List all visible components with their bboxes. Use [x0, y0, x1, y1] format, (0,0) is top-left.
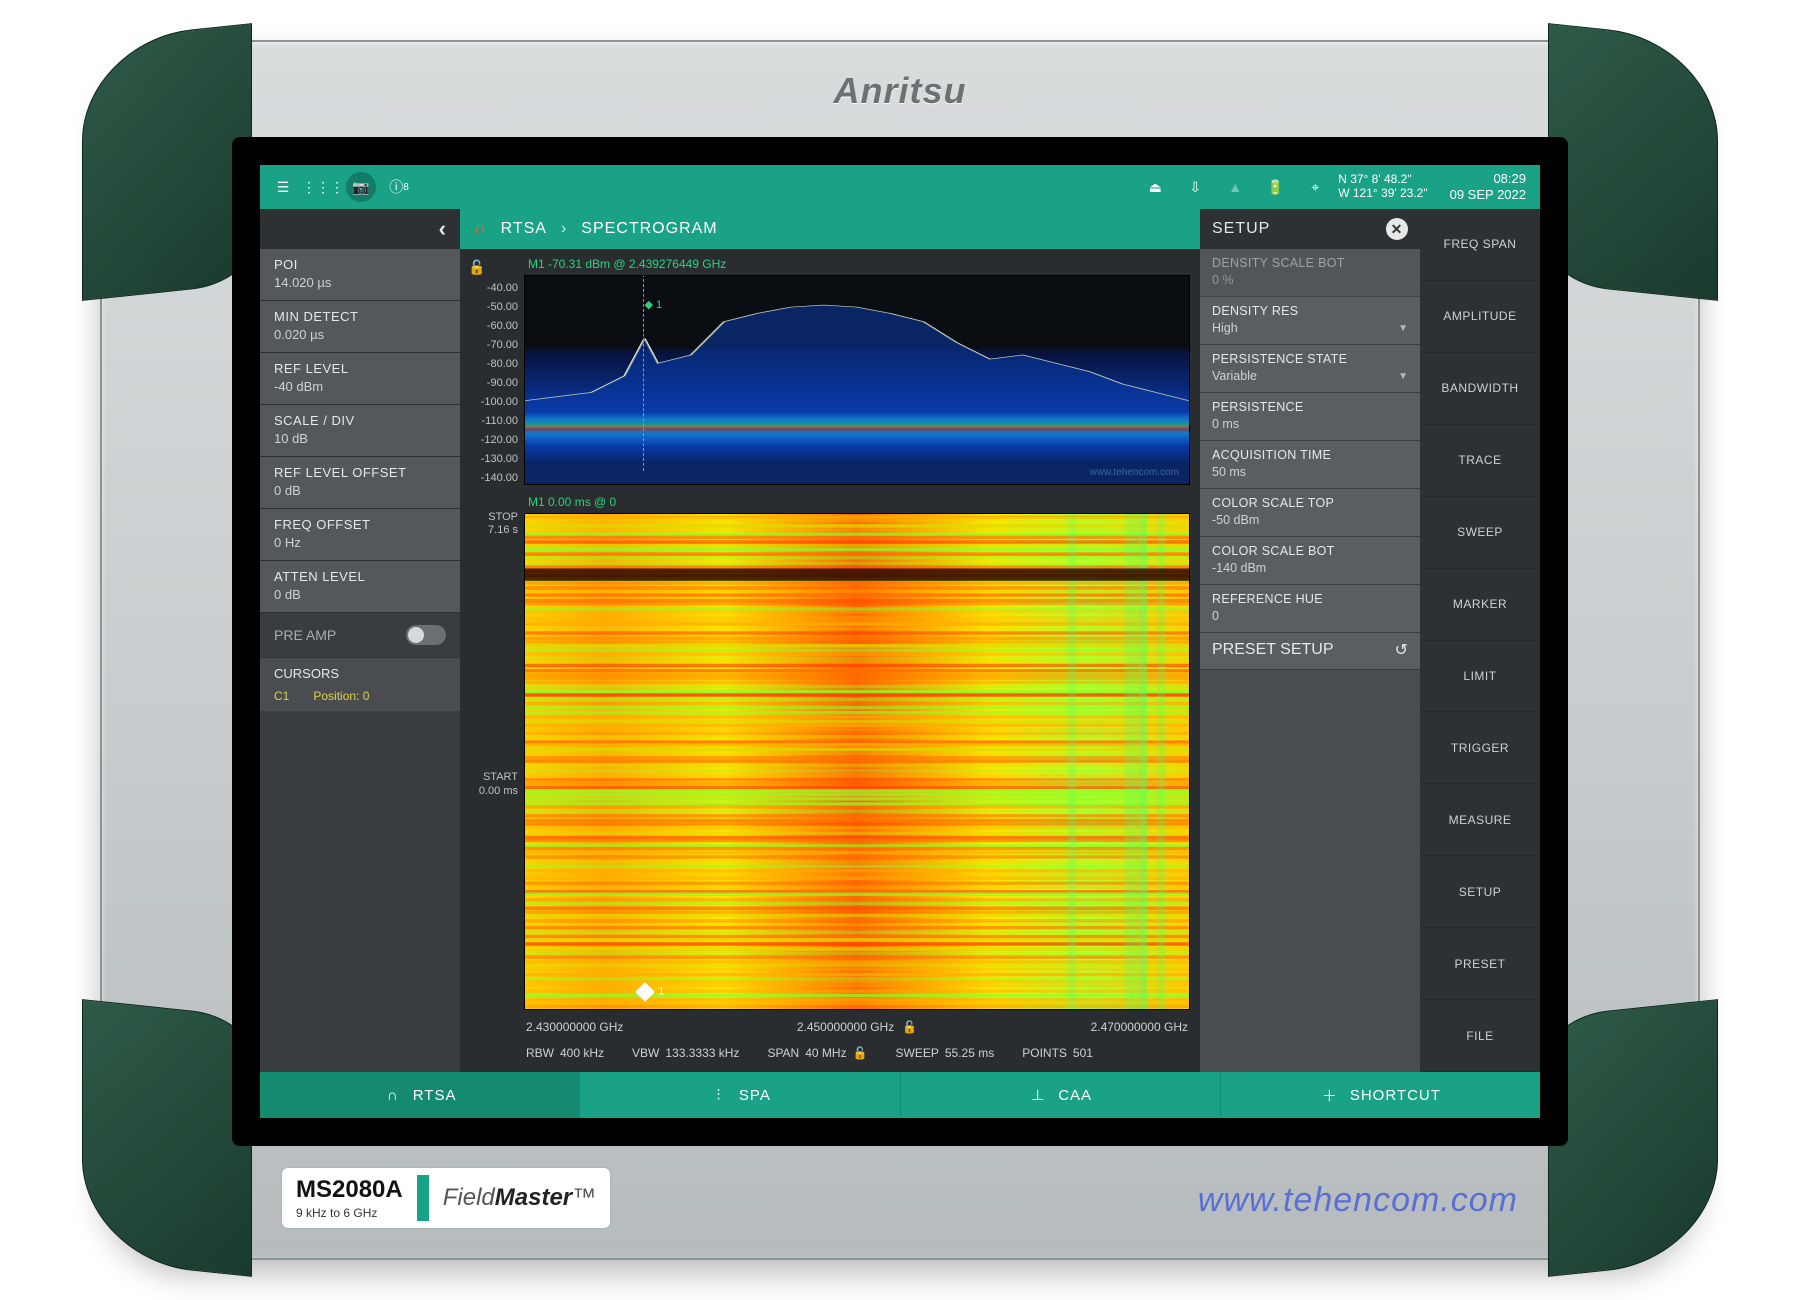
spectro-start: START0.00 ms — [460, 771, 518, 797]
lock-icon[interactable]: 🔓 — [902, 1020, 917, 1034]
left-panel: ‹ POI14.020 µsMIN DETECT0.020 µsREF LEVE… — [260, 209, 460, 1072]
download-icon[interactable]: ⇩ — [1178, 170, 1212, 204]
reset-icon: ↺ — [1395, 640, 1408, 660]
preset-setup-button[interactable]: PRESET SETUP ↺ — [1200, 633, 1420, 670]
setup-persistence[interactable]: PERSISTENCE0 ms — [1200, 393, 1420, 441]
setup-density-res[interactable]: DENSITY RESHigh▼ — [1200, 297, 1420, 345]
eject-icon[interactable]: ⏏ — [1138, 170, 1172, 204]
tab-rtsa[interactable]: ∩RTSA — [260, 1072, 580, 1118]
tab-icon: ＋ — [1320, 1085, 1340, 1105]
plot-watermark: www.tehencom.com — [1090, 467, 1179, 478]
cursor-row[interactable]: C1Position: 0 — [260, 685, 460, 711]
menu-setup[interactable]: SETUP — [1420, 856, 1540, 928]
brand-logo: Anritsu — [102, 70, 1698, 112]
gps-icon[interactable]: ⌖ — [1298, 170, 1332, 204]
setup-panel: SETUP ✕ DENSITY SCALE BOT0 %DENSITY RESH… — [1200, 209, 1420, 1072]
spectro-marker-readout: M1 0.00 ms @ 0 — [524, 485, 1190, 513]
screen: ☰ ⋮⋮⋮ 📷 ⓘ8 ⏏ ⇩ ▲ 🔋 ⌖ N 37° 8' 48.2" W 12… — [232, 137, 1568, 1146]
y-axis: 🔓 -40.00-50.00-60.00-70.00-80.00-90.00-1… — [460, 249, 524, 1072]
right-menu: FREQ SPANAMPLITUDEBANDWIDTHTRACESWEEPMAR… — [1420, 209, 1540, 1072]
battery-icon[interactable]: 🔋 — [1258, 170, 1292, 204]
y-tick: -80.00 — [460, 358, 518, 377]
setup-title: SETUP — [1212, 220, 1270, 238]
gps-readout: N 37° 8' 48.2" W 121° 39' 23.2" — [1338, 173, 1427, 201]
setup-persistence-state[interactable]: PERSISTENCE STATEVariable▼ — [1200, 345, 1420, 393]
device-bezel: Anritsu ☰ ⋮⋮⋮ 📷 ⓘ8 ⏏ ⇩ ▲ 🔋 ⌖ N 37° 8' 48… — [100, 40, 1700, 1260]
y-tick: -100.00 — [460, 396, 518, 415]
menu-freq-span[interactable]: FREQ SPAN — [1420, 209, 1540, 281]
mode-icon: ∩ — [474, 220, 487, 238]
left-item-scale-div[interactable]: SCALE / DIV10 dB — [260, 405, 460, 457]
bottom-tabs: ∩RTSA⫶SPA⊥CAA＋SHORTCUT — [260, 1072, 1540, 1118]
setup-density-scale-bot: DENSITY SCALE BOT0 % — [1200, 249, 1420, 297]
y-tick: -50.00 — [460, 301, 518, 320]
menu-trigger[interactable]: TRIGGER — [1420, 712, 1540, 784]
left-item-min-detect[interactable]: MIN DETECT0.020 µs — [260, 301, 460, 353]
apps-icon[interactable]: ⋮⋮⋮ — [306, 170, 340, 204]
y-tick: -70.00 — [460, 339, 518, 358]
camera-icon[interactable]: 📷 — [346, 172, 376, 202]
menu-marker[interactable]: MARKER — [1420, 569, 1540, 641]
y-tick: -110.00 — [460, 415, 518, 434]
lock-icon[interactable]: 🔓 — [853, 1046, 868, 1060]
lock-icon[interactable]: 🔓 — [460, 257, 518, 282]
menu-sweep[interactable]: SWEEP — [1420, 497, 1540, 569]
y-tick: -120.00 — [460, 434, 518, 453]
menu-measure[interactable]: MEASURE — [1420, 784, 1540, 856]
tab-icon: ⫶ — [709, 1085, 729, 1105]
sweep-readout: RBW 400 kHz VBW 133.3333 kHz SPAN 40 MHz… — [524, 1038, 1190, 1072]
x-axis: 2.430000000 GHz 2.450000000 GHz🔓 2.47000… — [524, 1010, 1190, 1038]
marker-readout: M1 -70.31 dBm @ 2.439276449 GHz — [524, 255, 1190, 275]
top-bar: ☰ ⋮⋮⋮ 📷 ⓘ8 ⏏ ⇩ ▲ 🔋 ⌖ N 37° 8' 48.2" W 12… — [260, 165, 1540, 209]
y-tick: -60.00 — [460, 320, 518, 339]
info-icon[interactable]: ⓘ8 — [382, 170, 416, 204]
toggle-icon[interactable] — [406, 625, 446, 645]
left-item-ref-level-offset[interactable]: REF LEVEL OFFSET0 dB — [260, 457, 460, 509]
menu-preset[interactable]: PRESET — [1420, 928, 1540, 1000]
menu-bandwidth[interactable]: BANDWIDTH — [1420, 353, 1540, 425]
clock: 08:29 09 SEP 2022 — [1450, 171, 1526, 202]
wifi-icon[interactable]: ▲ — [1218, 170, 1252, 204]
page-watermark: www.tehencom.com — [1198, 1181, 1518, 1220]
model-label: MS2080A 9 kHz to 6 GHz FieldMaster™ — [282, 1168, 610, 1228]
menu-trace[interactable]: TRACE — [1420, 425, 1540, 497]
spectrogram-plot[interactable]: C1 — [524, 513, 1190, 1010]
menu-amplitude[interactable]: AMPLITUDE — [1420, 281, 1540, 353]
menu-file[interactable]: FILE — [1420, 1000, 1540, 1072]
ui-root: ☰ ⋮⋮⋮ 📷 ⓘ8 ⏏ ⇩ ▲ 🔋 ⌖ N 37° 8' 48.2" W 12… — [260, 165, 1540, 1118]
tab-caa[interactable]: ⊥CAA — [901, 1072, 1221, 1118]
left-item-atten-level[interactable]: ATTEN LEVEL0 dB — [260, 561, 460, 613]
setup-acquisition-time[interactable]: ACQUISITION TIME50 ms — [1200, 441, 1420, 489]
y-tick: -90.00 — [460, 377, 518, 396]
y-tick: -40.00 — [460, 282, 518, 301]
left-item-freq-offset[interactable]: FREQ OFFSET0 Hz — [260, 509, 460, 561]
tab-icon: ⊥ — [1028, 1085, 1048, 1105]
grip-top-left — [82, 23, 252, 301]
cursors-header[interactable]: CURSORS — [260, 657, 460, 685]
tab-icon: ∩ — [383, 1085, 403, 1105]
setup-reference-hue[interactable]: REFERENCE HUE0 — [1200, 585, 1420, 633]
tab-spa[interactable]: ⫶SPA — [580, 1072, 900, 1118]
spectrum-plot[interactable]: ◆ 1 www.tehencom.com — [524, 275, 1190, 485]
setup-color-scale-bot[interactable]: COLOR SCALE BOT-140 dBm — [1200, 537, 1420, 585]
left-item-poi[interactable]: POI14.020 µs — [260, 249, 460, 301]
setup-color-scale-top[interactable]: COLOR SCALE TOP-50 dBm — [1200, 489, 1420, 537]
grip-top-right — [1548, 23, 1718, 301]
breadcrumb[interactable]: ∩ RTSA › SPECTROGRAM — [460, 209, 1200, 249]
grip-bottom-right — [1548, 999, 1718, 1277]
menu-limit[interactable]: LIMIT — [1420, 641, 1540, 713]
left-item-ref-level[interactable]: REF LEVEL-40 dBm — [260, 353, 460, 405]
grip-bottom-left — [82, 999, 252, 1277]
y-tick: -130.00 — [460, 453, 518, 472]
back-button[interactable]: ‹ — [260, 209, 460, 249]
spectro-stop: STOP7.16 s — [460, 511, 518, 537]
close-icon[interactable]: ✕ — [1386, 218, 1408, 240]
y-tick: -140.00 — [460, 472, 518, 491]
marker-1-flag[interactable]: ◆ 1 — [645, 298, 663, 311]
menu-icon[interactable]: ☰ — [266, 170, 300, 204]
center-area: ∩ RTSA › SPECTROGRAM 🔓 -40.00-50.00-60.0… — [460, 209, 1200, 1072]
tab-shortcut[interactable]: ＋SHORTCUT — [1221, 1072, 1540, 1118]
preamp-toggle[interactable]: PRE AMP — [260, 613, 460, 657]
